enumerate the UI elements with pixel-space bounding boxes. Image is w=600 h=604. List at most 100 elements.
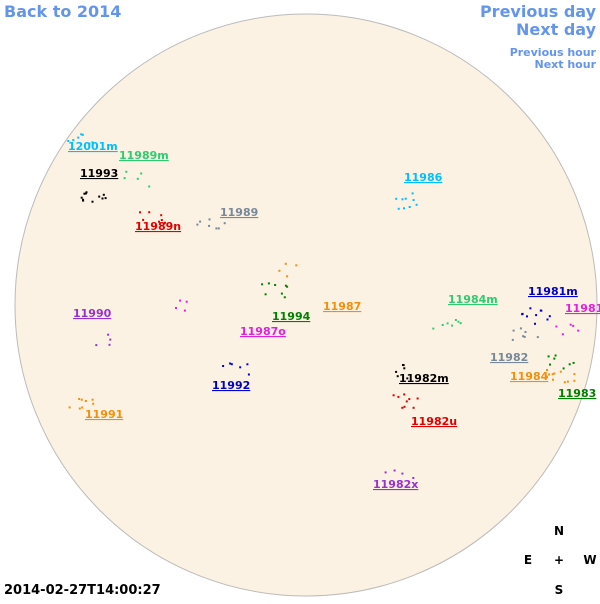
sunspot-dot bbox=[451, 324, 454, 327]
sunspot-dot bbox=[67, 140, 70, 142]
region-label[interactable]: 11993 bbox=[80, 167, 118, 180]
region-label[interactable]: 11991 bbox=[85, 408, 123, 421]
sunspot-dot bbox=[395, 197, 398, 200]
sunspot-dot bbox=[284, 284, 287, 287]
compass-east: E bbox=[524, 553, 532, 567]
region-label[interactable]: 11981m bbox=[528, 285, 578, 298]
sunspot-dot bbox=[577, 329, 580, 332]
sunspot-dot bbox=[551, 373, 554, 376]
sunspot-dot bbox=[535, 314, 538, 317]
region-label[interactable]: 11986 bbox=[404, 171, 443, 184]
sunspot-dot bbox=[175, 307, 177, 309]
sunspot-dot bbox=[512, 329, 515, 332]
region-label[interactable]: 11990 bbox=[73, 307, 112, 320]
sunspot-dot bbox=[208, 224, 211, 227]
sunspot-dot bbox=[569, 323, 572, 326]
sunspot-dot bbox=[403, 367, 406, 370]
region-label[interactable]: 11989n bbox=[135, 220, 181, 233]
next-day-link[interactable]: Next day bbox=[516, 20, 597, 39]
compass-west: W bbox=[583, 553, 596, 567]
sunspot-dot bbox=[77, 136, 80, 139]
sunspot-dot bbox=[441, 324, 444, 326]
sunspot-dot bbox=[534, 322, 536, 325]
region-label[interactable]: 11984m bbox=[448, 293, 498, 306]
sunspot-dot bbox=[80, 196, 83, 199]
sunspot-dot bbox=[247, 373, 250, 376]
sunspot-dot bbox=[278, 269, 281, 272]
previous-day-link[interactable]: Previous day bbox=[480, 2, 597, 21]
sunspot-dot bbox=[101, 197, 104, 200]
sunspot-dot bbox=[548, 373, 551, 376]
region-label[interactable]: 11982x bbox=[373, 478, 418, 491]
sunspot-dot bbox=[559, 370, 562, 373]
sunspot-dot bbox=[183, 309, 186, 312]
region-label[interactable]: 11987 bbox=[323, 300, 361, 313]
sunspot-dot bbox=[83, 192, 86, 195]
sunspot-dot bbox=[392, 394, 395, 397]
sunspot-dot bbox=[545, 375, 548, 378]
sunspot-dot bbox=[522, 335, 525, 338]
region-label[interactable]: 11982u bbox=[411, 415, 457, 428]
sunspot-dot bbox=[229, 362, 232, 365]
sunspot-dot bbox=[72, 139, 75, 142]
sunspot-dot bbox=[123, 177, 126, 180]
sunspot-dot bbox=[82, 199, 85, 202]
sunspot-dot bbox=[401, 198, 404, 201]
region-label[interactable]: 11982 bbox=[490, 351, 528, 364]
sunspot-dot bbox=[283, 296, 286, 299]
sunspot-dot bbox=[284, 262, 287, 265]
sunspot-dot bbox=[286, 275, 289, 278]
region-label[interactable]: 11983 bbox=[558, 387, 596, 400]
sunspot-dot bbox=[84, 192, 87, 195]
region-label[interactable]: 11987o bbox=[240, 325, 286, 338]
sunspot-dot bbox=[395, 370, 398, 373]
sunspot-dot bbox=[412, 406, 415, 409]
sunspot-dot bbox=[546, 318, 549, 321]
sunspot-dot bbox=[80, 398, 83, 401]
sunspot-dot bbox=[158, 220, 160, 223]
solar-disk bbox=[14, 13, 598, 597]
previous-hour-link[interactable]: Previous hour bbox=[510, 46, 597, 59]
sunspot-dot bbox=[406, 377, 409, 380]
sunspot-dot bbox=[148, 185, 151, 188]
sunspot-dot bbox=[148, 211, 151, 214]
sunspot-dot bbox=[547, 355, 550, 358]
sunspot-dot bbox=[261, 283, 264, 286]
sunspot-dot bbox=[524, 331, 527, 333]
timestamp: 2014-02-27T14:00:27 bbox=[4, 583, 161, 598]
region-label[interactable]: 11994 bbox=[272, 310, 311, 323]
sunspot-dots bbox=[67, 133, 580, 479]
sunspot-dot bbox=[91, 398, 94, 401]
sunspot-dot bbox=[84, 400, 87, 402]
sunspot-dot bbox=[546, 369, 548, 371]
sunspot-dot bbox=[185, 300, 188, 303]
region-label[interactable]: 11981 bbox=[565, 302, 600, 315]
sunspot-dot bbox=[92, 402, 95, 405]
sunspot-dot bbox=[521, 313, 524, 316]
sunspot-dot bbox=[274, 284, 277, 286]
region-label[interactable]: 11989m bbox=[119, 149, 169, 162]
region-label[interactable]: 11984 bbox=[510, 370, 549, 383]
sunspot-dot bbox=[80, 133, 83, 136]
sunspot-dot bbox=[404, 197, 407, 200]
sunspot-dot bbox=[553, 372, 556, 375]
region-label[interactable]: 12001m bbox=[68, 140, 118, 153]
sunspot-dot bbox=[78, 407, 81, 410]
sunspot-dot bbox=[140, 172, 143, 175]
sunspot-dot bbox=[393, 469, 396, 472]
sunspot-dot bbox=[107, 333, 110, 336]
sunspot-dot bbox=[98, 195, 101, 198]
back-link[interactable]: Back to 2014 bbox=[4, 2, 121, 21]
sunspot-dot bbox=[91, 141, 94, 144]
sunspot-dot bbox=[446, 322, 449, 325]
next-hour-link[interactable]: Next hour bbox=[535, 58, 597, 71]
region-label[interactable]: 11992 bbox=[212, 379, 250, 392]
sunspot-dot bbox=[408, 206, 411, 208]
region-label[interactable]: 11982m bbox=[399, 372, 449, 385]
region-label[interactable]: 11989 bbox=[220, 206, 258, 219]
compass-north: N bbox=[554, 524, 564, 538]
sunspot-dot bbox=[95, 344, 98, 347]
sunspot-dot bbox=[199, 220, 202, 223]
